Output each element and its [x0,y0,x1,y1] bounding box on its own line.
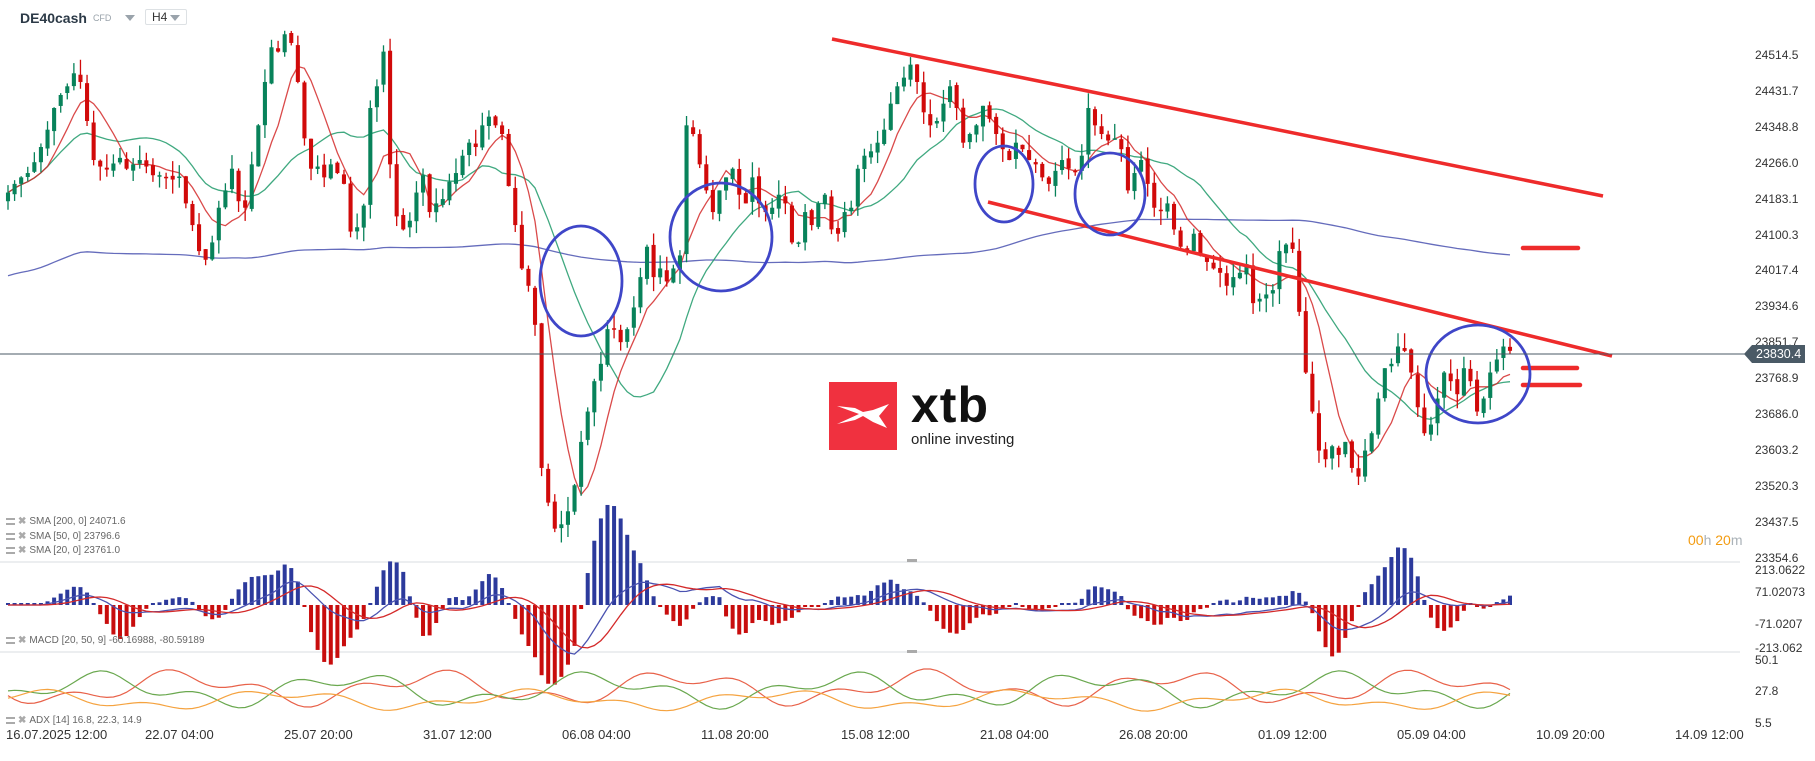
instrument-selector[interactable]: DE40cash CFD [20,10,136,26]
current-price-label: 23830.4 [1743,345,1806,363]
time-axis-label: 05.09 04:00 [1397,727,1466,742]
settings-icon[interactable] [6,717,15,724]
symbol-name: DE40cash [20,10,87,26]
price-axis-label: 24431.7 [1755,83,1799,98]
price-axis-label: 23934.6 [1755,299,1799,314]
price-axis-label: 24266.0 [1755,155,1799,170]
settings-icon[interactable] [6,637,15,644]
macd-axis-label: -213.062 [1755,641,1803,655]
adx-axis-label: 27.8 [1755,684,1779,698]
highlight-circle [1424,323,1532,425]
candle-countdown: 00h 20m [1688,532,1743,548]
time-axis-label: 01.09 12:00 [1258,727,1327,742]
instrument-type: CFD [92,13,112,23]
close-icon[interactable]: ✖ [18,545,27,556]
adx-panel [7,668,1511,712]
timeframe-select[interactable]: H4 [145,9,187,25]
candlestick-series [5,30,1513,543]
time-axis-label: 31.07 12:00 [423,727,492,742]
highlight-circle [668,181,774,293]
price-axis-label: 23354.6 [1755,550,1799,565]
price-axis-label: 24017.4 [1755,263,1799,278]
chevron-down-icon[interactable] [170,15,180,21]
macd-panel [6,504,1512,685]
highlight-circle [538,224,624,338]
price-axis-label: 24348.8 [1755,119,1799,134]
legend-sma50[interactable]: ✖ SMA [50, 0] 23796.6 [6,531,120,542]
time-axis-label: 15.08 12:00 [841,727,910,742]
highlight-circle [1073,151,1147,237]
time-axis-label: 16.07.2025 12:00 [6,727,108,742]
legend-sma20[interactable]: ✖ SMA [20, 0] 23761.0 [6,545,120,556]
price-axis-label: 23768.9 [1755,371,1799,386]
adx-axis-label: 5.5 [1755,716,1772,730]
settings-icon[interactable] [6,547,15,554]
time-axis-label: 25.07 20:00 [284,727,353,742]
adx-axis-label: 50.1 [1755,653,1779,667]
price-axis-label: 24100.3 [1755,227,1799,242]
time-axis-label: 10.09 20:00 [1536,727,1605,742]
time-axis-label: 11.08 20:00 [701,727,769,742]
close-icon[interactable]: ✖ [18,531,27,542]
chevron-down-icon[interactable] [125,15,136,21]
logo-tagline: online investing [911,430,1015,448]
settings-icon[interactable] [6,518,15,525]
time-axis-label: 14.09 12:00 [1675,727,1744,742]
price-axis-label: 23437.5 [1755,514,1799,529]
macd-axis-label: -71.0207 [1755,617,1803,631]
legend-adx[interactable]: ✖ ADX [14] 16.8, 22.3, 14.9 [6,715,142,726]
timeframe-value: H4 [152,10,168,24]
time-axis-label: 22.07 04:00 [145,727,214,742]
time-axis-label: 06.08 04:00 [562,727,631,742]
time-axis-label: 26.08 20:00 [1119,727,1188,742]
settings-icon[interactable] [6,533,15,540]
xtb-logo-mark [829,382,897,450]
time-axis-label: 21.08 04:00 [980,727,1049,742]
macd-axis-label: 71.02073 [1755,585,1806,599]
price-axis-label: 24183.1 [1755,191,1799,206]
close-icon[interactable]: ✖ [18,635,27,646]
close-icon[interactable]: ✖ [18,715,27,726]
close-icon[interactable]: ✖ [18,516,27,527]
highlight-circle [973,144,1035,224]
lower-trendline [987,200,1613,358]
price-axis-label: 24514.5 [1755,48,1799,62]
price-axis-label: 23520.3 [1755,478,1799,493]
logo-wordmark: xtb [911,376,989,433]
legend-macd[interactable]: ✖ MACD [20, 50, 9] -60.16988, -80.59189 [6,635,205,646]
price-axis-label: 23603.2 [1755,442,1799,457]
xtb-logo: xtb online investing [829,376,1015,450]
user-drawings[interactable] [538,37,1613,425]
price-axis-label: 23686.0 [1755,407,1799,421]
macd-axis-label: 213.0622 [1755,563,1806,577]
upper-trendline [831,37,1604,198]
legend-sma200[interactable]: ✖ SMA [200, 0] 24071.6 [6,516,126,527]
panel-separators [0,559,1740,653]
